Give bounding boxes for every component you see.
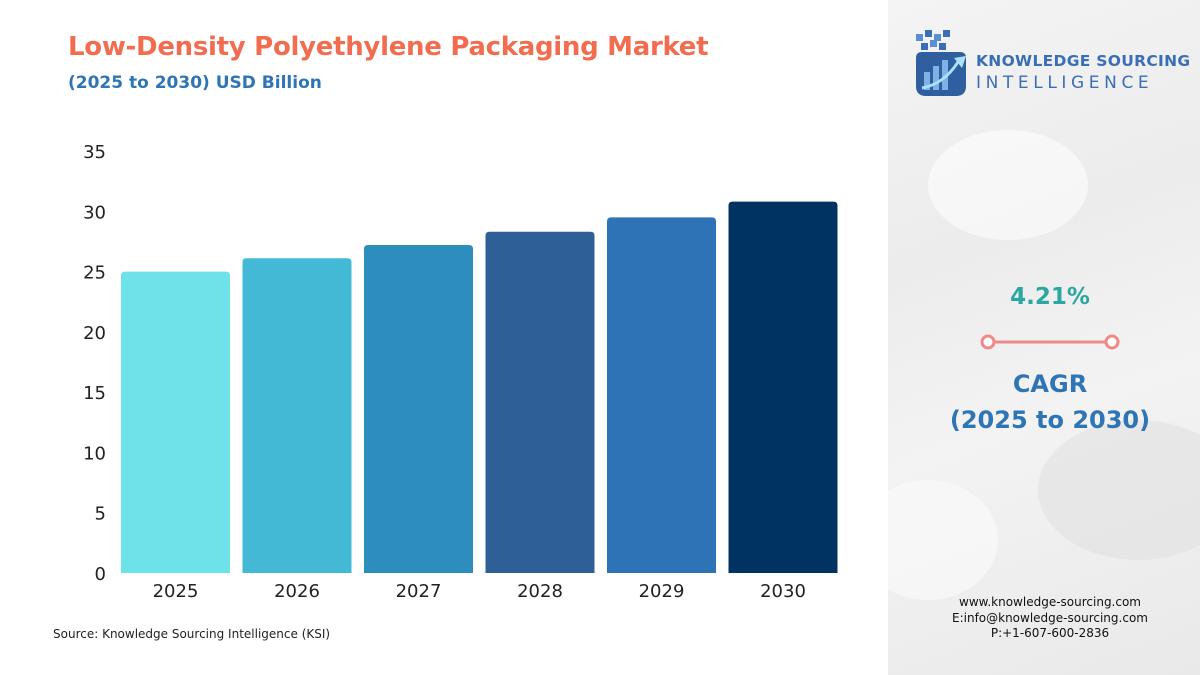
x-tick-label: 2025 — [153, 581, 199, 602]
info-sidebar — [888, 0, 1200, 675]
x-tick-label: 2029 — [639, 581, 685, 602]
chart-title: Low-Density Polyethylene Packaging Marke… — [68, 32, 709, 62]
connector-line — [980, 334, 1120, 350]
y-tick-label: 30 — [83, 202, 106, 223]
logo-text-secondary: INTELLIGENCE — [976, 73, 1154, 93]
bar-2025 — [121, 271, 230, 573]
cagr-period: (2025 to 2030) — [949, 406, 1151, 434]
y-tick-label: 10 — [83, 443, 106, 464]
chart-subtitle: (2025 to 2030) USD Billion — [68, 73, 322, 93]
x-tick-label: 2028 — [517, 581, 563, 602]
cagr-label: CAGR — [1012, 370, 1088, 398]
company-logo: KNOWLEDGE SOURCING INTELLIGENCE — [914, 28, 1190, 100]
email-link[interactable]: E:info@knowledge-sourcing.com — [952, 610, 1148, 625]
logo-text-primary: KNOWLEDGE SOURCING — [976, 52, 1191, 70]
x-tick-label: 2030 — [760, 581, 806, 602]
bar-growth-arrow-icon — [916, 30, 966, 96]
bar-2029 — [607, 217, 716, 574]
y-tick-label: 20 — [83, 323, 106, 344]
y-tick-label: 25 — [83, 263, 106, 284]
background-blur — [1038, 420, 1200, 560]
background-blur — [928, 130, 1088, 240]
y-tick-label: 0 — [95, 564, 106, 585]
chart-panel: Low-Density Polyethylene Packaging Marke… — [53, 32, 838, 641]
bar-2028 — [485, 231, 595, 574]
bar-2030 — [728, 201, 838, 573]
y-tick-label: 5 — [95, 504, 106, 525]
background-blur — [888, 480, 998, 600]
y-tick-label: 15 — [83, 383, 106, 404]
y-tick-label: 35 — [83, 142, 106, 163]
phone-number: P:+1-607-600-2836 — [990, 626, 1110, 640]
x-tick-label: 2027 — [396, 581, 442, 602]
bar-2026 — [242, 258, 352, 573]
bar-2027 — [364, 245, 473, 573]
cagr-label-block: CAGR (2025 to 2030) — [930, 366, 1170, 438]
cagr-value: 4.21% — [1010, 284, 1090, 310]
x-tick-label: 2026 — [274, 581, 320, 602]
source-note: Source: Knowledge Sourcing Intelligence … — [53, 627, 331, 641]
website-link[interactable]: www.knowledge-sourcing.com — [959, 595, 1141, 609]
contact-info: www.knowledge-sourcing.com E:info@knowle… — [935, 595, 1165, 642]
